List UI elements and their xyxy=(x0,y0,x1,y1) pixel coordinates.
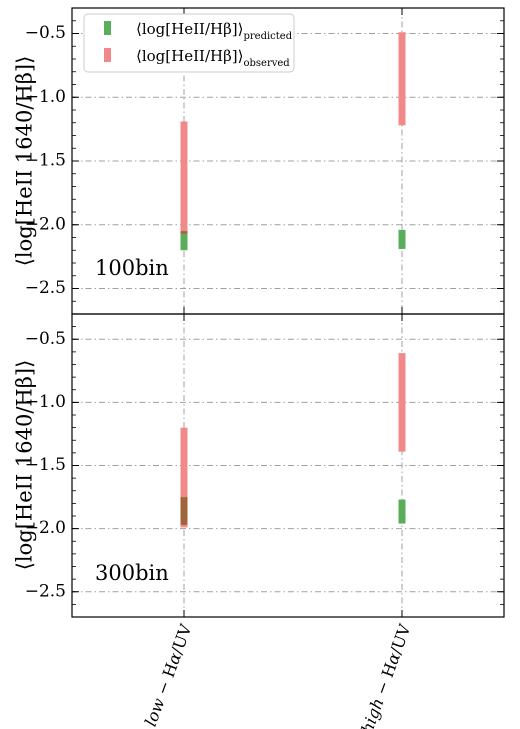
y-axis-label: ⟨log[HeII 1640/Hβ]⟩ xyxy=(13,56,37,267)
bar-overlap-0 xyxy=(180,497,188,525)
y-tick-label: −1.5 xyxy=(25,151,66,171)
y-tick-label: −0.5 xyxy=(25,329,66,349)
legend-frame xyxy=(83,13,295,73)
bar-overlap-0 xyxy=(180,231,188,234)
panel-label: 100bin xyxy=(95,256,169,280)
y-axis-ticks: −0.5 −1.0 −1.5 −2.0 −2.5 xyxy=(25,313,504,618)
y-axis-ticks: −0.5 −1.0 −1.5 −2.0 −2.5 xyxy=(25,7,504,315)
x-tick-label-low: low − Hα/UV xyxy=(140,621,195,729)
y-tick-label: −2.0 xyxy=(25,518,66,538)
bar-predicted-0 xyxy=(180,231,188,251)
y-axis-label: ⟨log[HeII 1640/Hβ]⟩ xyxy=(13,360,37,571)
x-axis-labels: low − Hα/UV high − Hα/UV xyxy=(140,621,414,729)
bar-observed-0 xyxy=(180,427,188,528)
panel-bottom: −0.5 −1.0 −1.5 −2.0 −2.5 ⟨log[HeII 1640/Hβ]⟩… xyxy=(13,313,505,618)
y-tick-label: −0.5 xyxy=(25,23,66,43)
legend-swatch-observed xyxy=(104,48,111,62)
y-tick-label: −2.5 xyxy=(25,278,66,298)
grid-lines xyxy=(72,314,504,617)
y-tick-label: −1.0 xyxy=(25,392,66,412)
plot-frame xyxy=(71,313,505,618)
y-tick-label: −1.5 xyxy=(25,455,66,475)
legend-label-predicted: ⟨log[HeII/Hβ]⟩predicted xyxy=(136,20,293,42)
bar-observed-1 xyxy=(398,32,406,126)
bars xyxy=(180,32,406,251)
y-tick-label: −1.0 xyxy=(25,87,66,107)
bars xyxy=(180,353,406,528)
legend: ⟨log[HeII/Hβ]⟩predicted ⟨log[HeII/Hβ]⟩ob… xyxy=(83,13,295,73)
panel-label: 300bin xyxy=(95,561,169,585)
bar-observed-0 xyxy=(180,121,188,234)
y-tick-label: −2.5 xyxy=(25,581,66,601)
legend-label-observed: ⟨log[HeII/Hβ]⟩observed xyxy=(136,47,290,69)
bar-observed-1 xyxy=(398,353,406,452)
x-tick-label-high: high − Hα/UV xyxy=(357,621,414,729)
y-tick-label: −2.0 xyxy=(25,214,66,234)
bar-predicted-1 xyxy=(398,499,406,524)
bar-predicted-1 xyxy=(398,229,406,249)
legend-swatch-predicted xyxy=(104,21,111,35)
